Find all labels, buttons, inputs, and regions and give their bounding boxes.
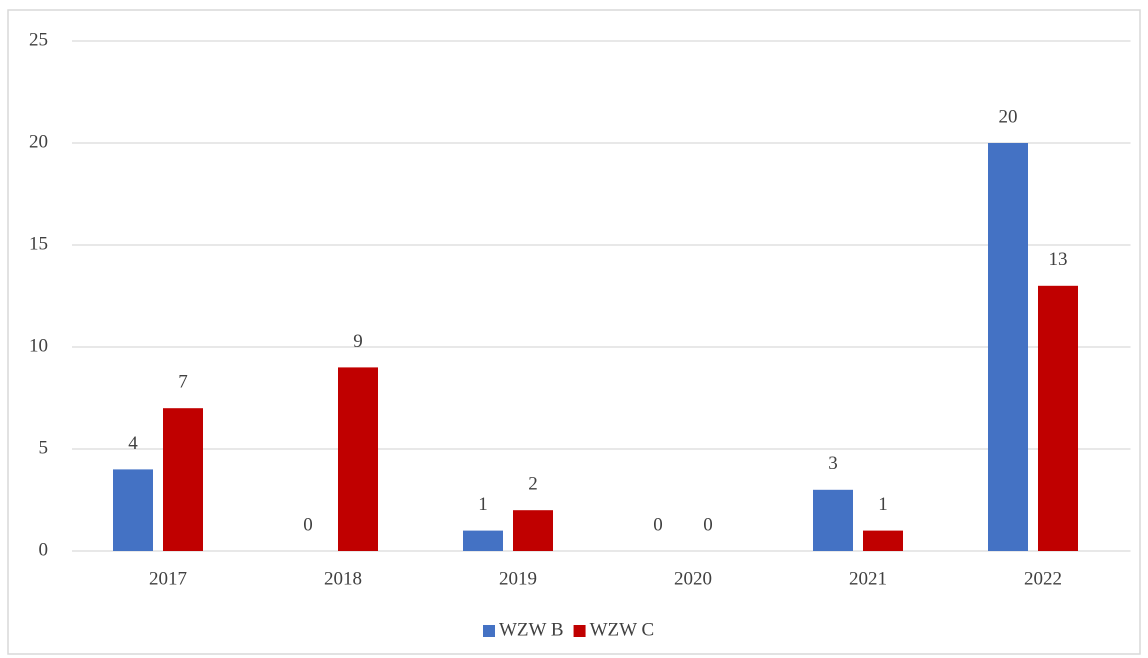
- chart-frame: [7, 9, 1141, 655]
- x-tick-label: 2022: [1024, 568, 1062, 589]
- data-label: 1: [478, 494, 488, 515]
- y-tick-label: 0: [39, 539, 49, 560]
- legend-label: WZW C: [590, 619, 655, 640]
- bar: [113, 469, 153, 551]
- x-tick-label: 2019: [499, 568, 537, 589]
- x-tick-label: 2017: [149, 568, 187, 589]
- data-label: 1: [878, 494, 888, 515]
- y-tick-label: 25: [29, 29, 48, 50]
- bar: [1038, 285, 1078, 551]
- legend-swatch: [483, 625, 495, 637]
- bar: [163, 408, 203, 551]
- data-label: 0: [703, 514, 713, 535]
- legend-swatch: [573, 625, 586, 637]
- y-tick-label: 20: [29, 131, 48, 152]
- y-tick-label: 15: [29, 233, 48, 254]
- data-label: 9: [353, 331, 363, 352]
- bar: [863, 530, 903, 551]
- x-tick-label: 2021: [849, 568, 887, 589]
- x-tick-label: 2018: [324, 568, 362, 589]
- data-label: 7: [178, 372, 188, 393]
- data-label: 2: [528, 474, 538, 495]
- bar: [338, 367, 378, 551]
- data-label: 13: [1049, 249, 1068, 270]
- bar: [463, 530, 503, 551]
- data-label: 4: [128, 433, 138, 454]
- bar: [513, 510, 553, 551]
- data-label: 20: [999, 106, 1018, 127]
- x-tick-label: 2020: [674, 568, 712, 589]
- data-label: 3: [828, 453, 838, 474]
- bar: [988, 143, 1028, 551]
- legend-label: WZW B: [499, 619, 564, 640]
- y-tick-label: 5: [39, 437, 49, 458]
- bar: [813, 489, 853, 551]
- data-label: 0: [653, 514, 663, 535]
- data-label: 0: [303, 514, 313, 535]
- y-tick-label: 10: [29, 335, 48, 356]
